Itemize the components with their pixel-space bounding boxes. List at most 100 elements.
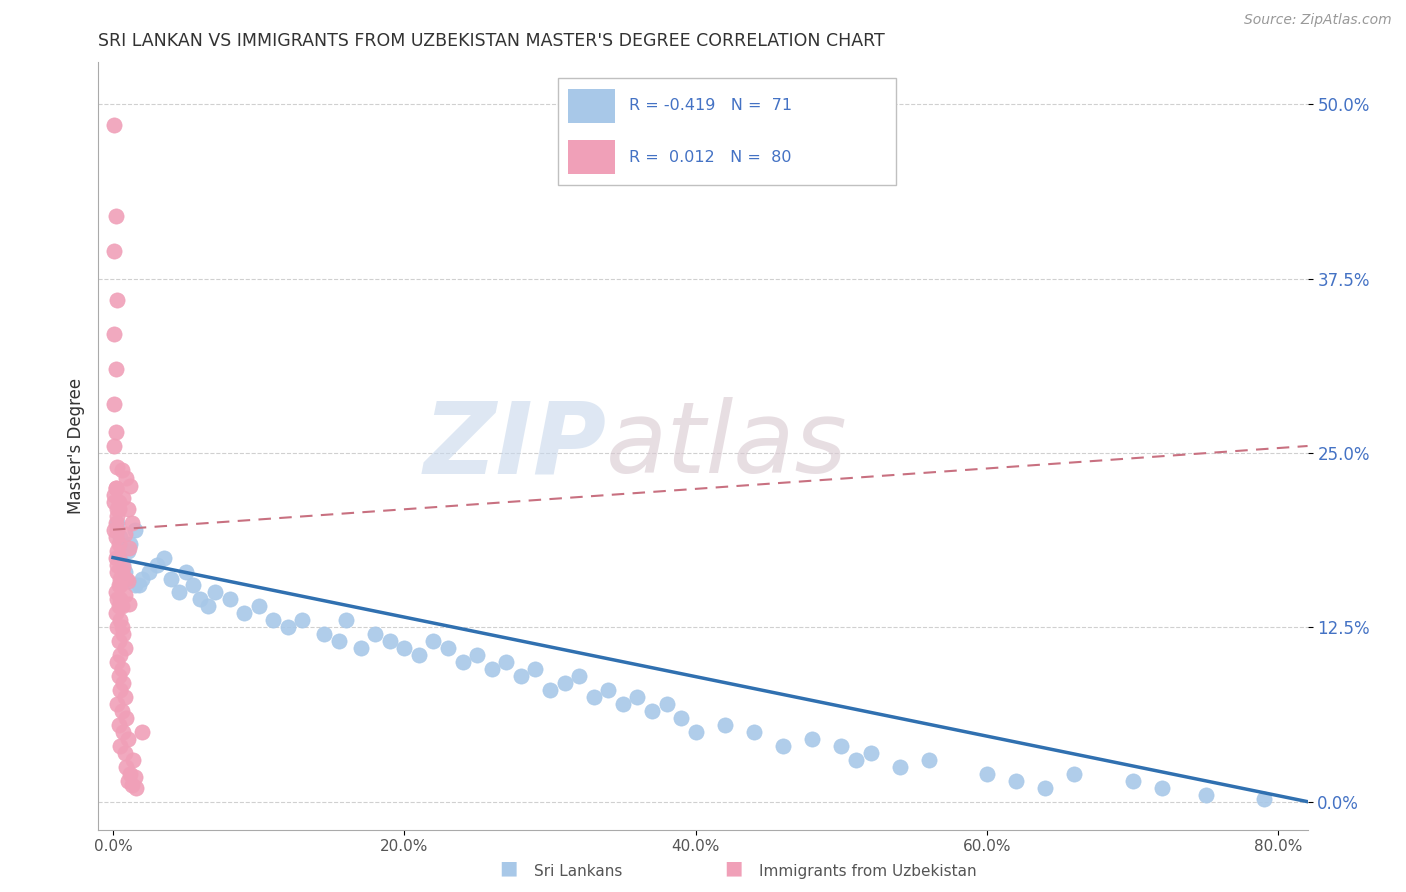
Text: Source: ZipAtlas.com: Source: ZipAtlas.com — [1244, 13, 1392, 28]
Point — [233, 607, 256, 621]
Text: ■: ■ — [724, 859, 742, 878]
Point — [204, 585, 226, 599]
Point — [103, 244, 125, 258]
Point — [110, 592, 132, 607]
Point — [138, 565, 160, 579]
Point — [108, 718, 131, 732]
Point — [112, 627, 135, 641]
Point — [121, 516, 143, 530]
Point — [568, 669, 591, 683]
Point — [117, 501, 139, 516]
Point — [117, 574, 139, 589]
Point — [105, 558, 128, 572]
Point — [110, 683, 132, 698]
Point — [120, 766, 142, 780]
Point — [117, 543, 139, 558]
Point — [114, 565, 136, 579]
Point — [117, 773, 139, 788]
Point — [742, 725, 765, 739]
Point — [104, 516, 127, 530]
Point — [121, 778, 143, 792]
Point — [437, 641, 460, 656]
Point — [103, 397, 125, 411]
Point — [247, 599, 270, 614]
Point — [277, 620, 299, 634]
Point — [110, 739, 132, 753]
Point — [103, 118, 125, 132]
Point — [1005, 773, 1028, 788]
Point — [114, 690, 136, 704]
Point — [104, 209, 127, 223]
Point — [108, 536, 131, 550]
Point — [115, 760, 138, 774]
Point — [181, 578, 204, 592]
Text: atlas: atlas — [606, 398, 848, 494]
Point — [131, 725, 153, 739]
Point — [103, 495, 125, 509]
Text: ■: ■ — [499, 859, 517, 878]
Point — [111, 565, 134, 579]
Point — [918, 753, 941, 767]
Point — [122, 753, 145, 767]
Point — [772, 739, 794, 753]
Point — [582, 690, 605, 704]
Point — [111, 463, 134, 477]
Point — [153, 550, 176, 565]
Point — [115, 572, 138, 586]
Point — [328, 634, 350, 648]
Point — [124, 770, 146, 784]
Point — [218, 592, 240, 607]
Point — [394, 641, 416, 656]
Point — [160, 572, 183, 586]
Point — [105, 592, 128, 607]
Point — [197, 599, 219, 614]
Point — [524, 662, 547, 676]
Point — [1194, 788, 1216, 802]
Text: Sri Lankans: Sri Lankans — [534, 863, 623, 879]
Point — [714, 718, 737, 732]
Point — [104, 481, 127, 495]
Point — [110, 578, 132, 592]
Point — [641, 704, 664, 718]
Point — [1033, 780, 1056, 795]
Point — [465, 648, 488, 663]
Point — [108, 550, 131, 565]
Point — [105, 565, 128, 579]
Point — [111, 704, 134, 718]
Text: SRI LANKAN VS IMMIGRANTS FROM UZBEKISTAN MASTER'S DEGREE CORRELATION CHART: SRI LANKAN VS IMMIGRANTS FROM UZBEKISTAN… — [98, 32, 886, 50]
Point — [378, 634, 401, 648]
Point — [105, 459, 128, 474]
Point — [350, 641, 373, 656]
Point — [112, 725, 135, 739]
Point — [612, 697, 634, 711]
Point — [108, 578, 131, 592]
Point — [108, 599, 131, 614]
Point — [422, 634, 444, 648]
Point — [859, 746, 882, 760]
Point — [889, 760, 911, 774]
Point — [104, 585, 127, 599]
Point — [1063, 766, 1085, 780]
Point — [112, 558, 135, 572]
Point — [801, 731, 824, 746]
Point — [114, 641, 136, 656]
Point — [110, 648, 132, 663]
Point — [830, 739, 852, 753]
Point — [105, 293, 128, 307]
Point — [105, 620, 128, 634]
Point — [110, 550, 132, 565]
Point — [114, 588, 136, 602]
Y-axis label: Master's Degree: Master's Degree — [66, 378, 84, 514]
Point — [120, 536, 142, 550]
Point — [538, 683, 561, 698]
Point — [1122, 773, 1144, 788]
Point — [167, 585, 190, 599]
Point — [105, 523, 128, 537]
Point — [1253, 792, 1275, 806]
Point — [131, 572, 153, 586]
Point — [451, 655, 474, 669]
Point — [118, 597, 141, 611]
Point — [554, 676, 576, 690]
Point — [105, 697, 128, 711]
Point — [124, 578, 146, 592]
